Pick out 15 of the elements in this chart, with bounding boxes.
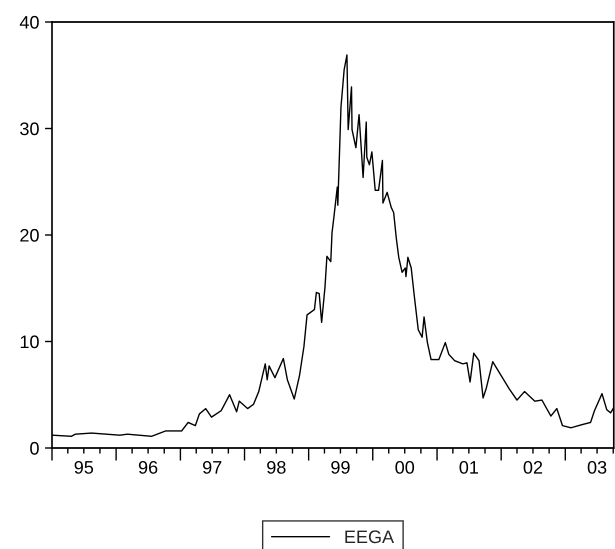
x-tick-label: 02 bbox=[524, 460, 542, 474]
y-tick-label: 10 bbox=[20, 335, 39, 348]
y-tick-label: 30 bbox=[20, 122, 39, 136]
x-tick-label: 99 bbox=[331, 460, 350, 474]
x-tick-label: 97 bbox=[203, 460, 222, 474]
x-tick-label: 03 bbox=[588, 460, 606, 474]
y-tick-label: 20 bbox=[20, 228, 39, 242]
legend-label: EEGA bbox=[345, 530, 394, 544]
y-tick-label: 0 bbox=[30, 442, 39, 455]
x-tick-label: 00 bbox=[395, 460, 414, 474]
x-tick-label: 98 bbox=[267, 460, 286, 474]
x-tick-label: 95 bbox=[74, 460, 94, 474]
x-tick-label: 01 bbox=[460, 460, 478, 474]
x-tick-label: 96 bbox=[138, 460, 158, 474]
y-tick-label: 40 bbox=[20, 16, 39, 29]
